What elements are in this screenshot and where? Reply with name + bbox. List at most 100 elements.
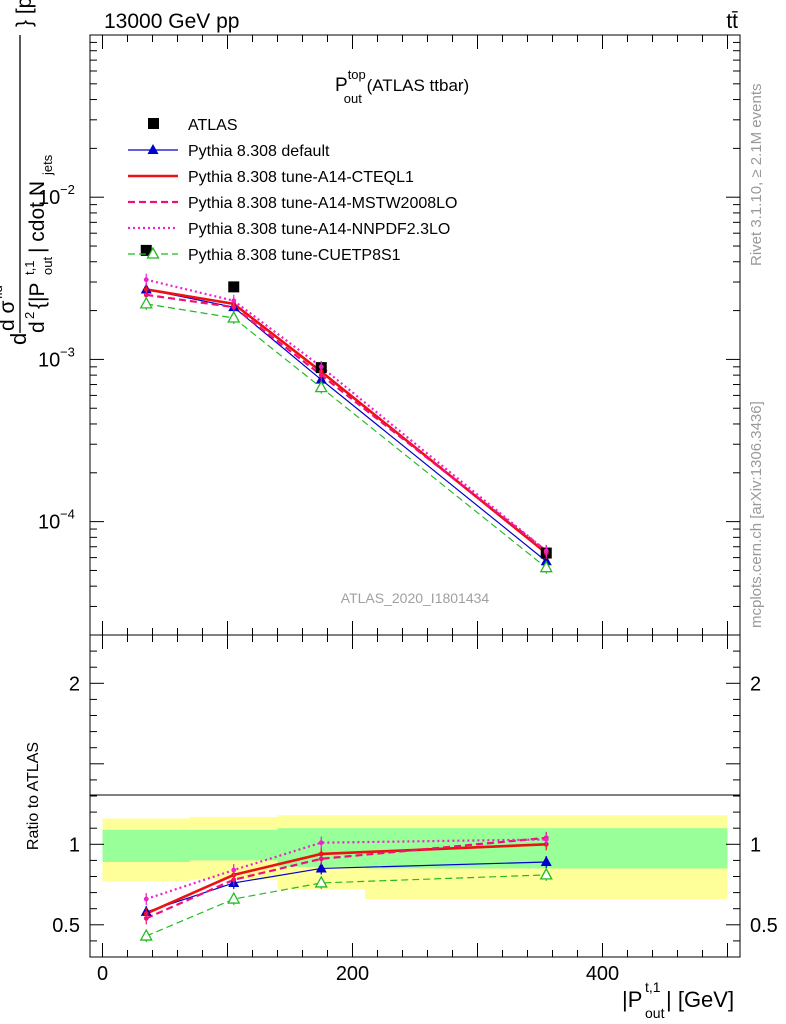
main-panel: 10−210−310−4 Ptop out (ATLAS ttbar) ATLAS… — [0, 0, 741, 636]
uncertainty-bands — [102, 815, 728, 900]
main-series-lines — [145, 278, 548, 569]
data-point-dot-3-2 — [318, 840, 324, 846]
ratio-y-tick-label-right: 2 — [750, 673, 761, 695]
svg-text:out: out — [40, 257, 55, 275]
band-green-0 — [102, 829, 190, 863]
data-point-open-triangle-5-3 — [539, 560, 553, 573]
x-tick-label: 400 — [586, 963, 619, 985]
main-title: Ptop out (ATLAS ttbar) — [335, 67, 469, 106]
ratio-series-line-0 — [146, 861, 547, 913]
ratio-series-lines — [145, 836, 547, 937]
svg-text:out: out — [645, 1005, 665, 1021]
svg-text:d: d — [6, 333, 31, 345]
main-series-line-5 — [146, 303, 547, 569]
ratio-series-line-4 — [146, 874, 547, 937]
svg-text:{|P: {|P — [26, 283, 49, 309]
main-title-symbol: P — [335, 75, 348, 96]
data-point-open-triangle-5-2 — [314, 380, 328, 393]
data-point-dot-2-0 — [143, 915, 149, 921]
data-point-dot-3-0 — [143, 896, 149, 902]
band-green-1 — [190, 829, 278, 861]
rivet-version-label: Rivet 3.1.10, ≥ 2.1M events — [748, 84, 765, 267]
ratio-y-tick-label-right: 0.5 — [750, 915, 778, 937]
ratio-y-tick-label-left: 0.5 — [52, 915, 80, 937]
data-point-open-triangle-4-0 — [139, 928, 153, 941]
header-energy-label: 13000 GeV pp — [104, 10, 239, 33]
data-point-dot-4-0 — [143, 277, 149, 283]
data-point-open-triangle-5-0 — [139, 296, 153, 309]
svg-text:|P: |P — [622, 987, 642, 1012]
main-title-subscript: out — [344, 91, 362, 106]
legend-label-4: Pythia 8.308 tune-A14-NNPDF2.3LO — [188, 221, 450, 238]
legend-label-2: Pythia 8.308 tune-A14-CTEQL1 — [188, 169, 414, 186]
data-point-dot-3-2 — [318, 372, 324, 378]
analysis-label: ATLAS_2020_I1801434 — [341, 590, 490, 606]
svg-text:2: 2 — [22, 312, 37, 319]
ratio-y-tick-label-left: 1 — [69, 834, 80, 856]
data-point-triangle-1-3 — [540, 555, 552, 566]
y-tick-label: 10 — [38, 512, 60, 534]
y-tick-label: 10 — [38, 187, 60, 209]
ratio-y-axis-title: Ratio to ATLAS — [25, 742, 42, 850]
data-point-open-triangle-4-1 — [227, 891, 241, 904]
data-point-dot-4-3 — [543, 548, 549, 554]
svg-text:d: d — [26, 321, 49, 333]
data-point-dot-2-2 — [318, 856, 324, 862]
main-series-line-4 — [145, 278, 547, 552]
data-point-dot-3-1 — [231, 867, 237, 873]
data-point-triangle-0-2 — [315, 862, 327, 873]
svg-text:jets: jets — [40, 154, 55, 176]
svg-text:} [pb/GeV]: } [pb/GeV] — [13, 0, 36, 27]
data-point-dot-3-1 — [231, 304, 237, 310]
data-point-dot-3-0 — [143, 292, 149, 298]
data-point-open-triangle-legend-5 — [146, 246, 160, 259]
y-tick-label-exponent: −2 — [60, 182, 75, 197]
data-point-open-triangle-4-2 — [314, 875, 328, 888]
main-y-axis-title: d d σ fid d 2 {|P t,1 out | cdot N jets … — [0, 0, 55, 345]
main-series-line-1 — [146, 288, 547, 562]
data-point-dot-3-3 — [543, 837, 549, 842]
svg-text:fid: fid — [0, 285, 5, 299]
ratio-axis-ticks: 0.5 0.5 1 1 2 2 0 200 400 — [52, 635, 778, 985]
legend: ATLAS Pythia 8.308 default Pythia 8.308 tu… — [128, 117, 457, 264]
data-point-dot-2-1 — [231, 877, 237, 883]
ratio-panel: 0.5 0.5 1 1 2 2 0 200 400 Ratio to ATLAS |P t,1 … — [25, 634, 778, 1021]
svg-text:t,1: t,1 — [645, 979, 661, 995]
data-point-square-0-1 — [228, 281, 240, 293]
legend-label-3: Pythia 8.308 tune-A14-MSTW2008LO — [188, 195, 457, 212]
legend-label-5: Pythia 8.308 tune-CUETP8S1 — [188, 247, 401, 264]
y-tick-label-exponent: −3 — [60, 344, 75, 359]
data-point-dot-4-1 — [231, 298, 237, 304]
data-point-dot-4-2 — [318, 364, 324, 370]
main-title-superscript: top — [348, 67, 366, 82]
header-process-label: tt̄ — [726, 10, 738, 33]
y-tick-label-exponent: −4 — [60, 507, 75, 522]
x-tick-label: 200 — [336, 963, 369, 985]
main-series-markers — [139, 244, 553, 574]
ratio-series-line-2 — [145, 836, 547, 920]
legend-marker-square — [148, 118, 159, 129]
data-point-triangle-0-3 — [540, 856, 552, 867]
mcplots-label: mcplots.cern.ch [arXiv:1306.3436] — [748, 401, 765, 628]
svg-text:| [GeV]: | [GeV] — [666, 987, 734, 1012]
data-point-square-0-0 — [140, 244, 152, 256]
svg-text:d σ: d σ — [0, 300, 19, 331]
legend-label-0: ATLAS — [188, 117, 238, 134]
ratio-y-tick-label-right: 1 — [750, 834, 761, 856]
x-tick-label: 0 — [97, 963, 108, 985]
data-point-open-triangle-5-1 — [227, 310, 241, 323]
ratio-frame — [89, 634, 741, 958]
main-title-rest: (ATLAS ttbar) — [362, 76, 469, 95]
ratio-series-markers — [139, 831, 553, 943]
data-point-open-triangle-4-3 — [539, 867, 553, 880]
y-tick-label: 10 — [38, 349, 60, 371]
svg-text:t,1: t,1 — [22, 261, 37, 275]
main-axis-ticks: 10−210−310−4 — [38, 34, 740, 636]
ratio-y-tick-label-left: 2 — [69, 673, 80, 695]
ratio-series-line-3 — [145, 838, 547, 901]
x-axis-title: |P t,1 out | [GeV] — [622, 979, 734, 1021]
data-point-triangle-legend-1 — [147, 144, 159, 154]
svg-text:| cdot N: | cdot N — [26, 181, 49, 253]
main-series-line-3 — [146, 293, 547, 552]
